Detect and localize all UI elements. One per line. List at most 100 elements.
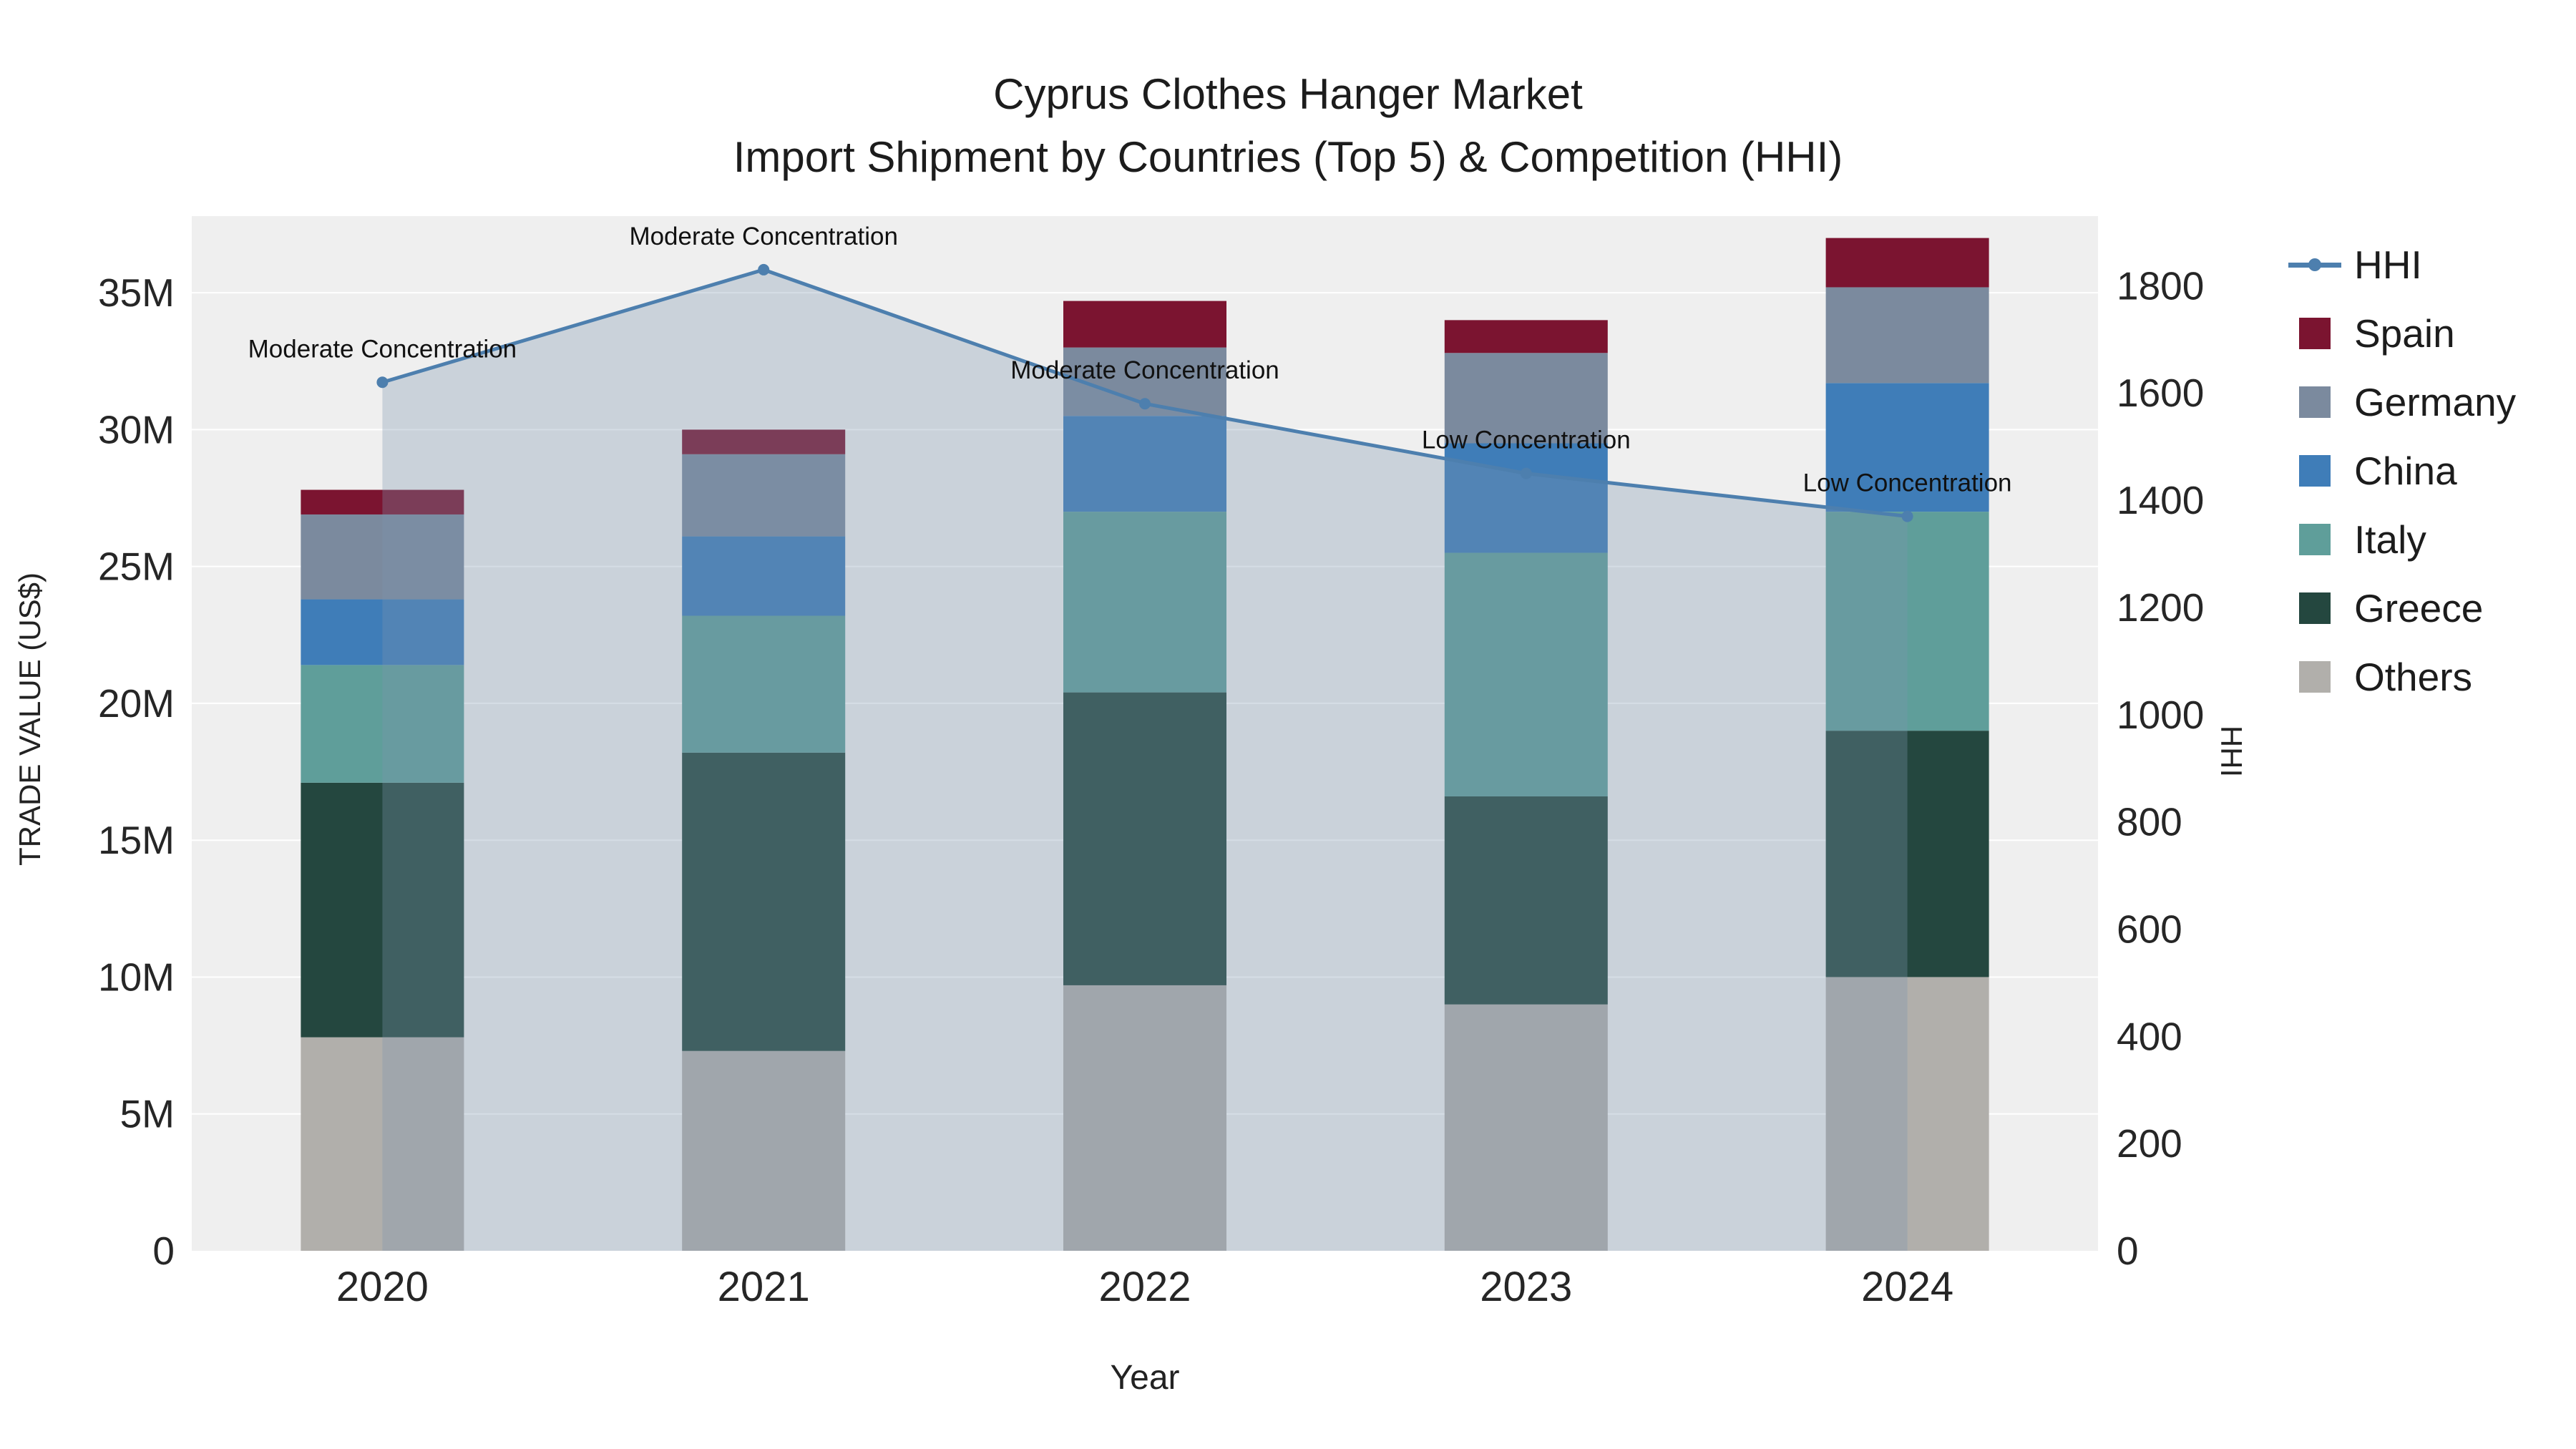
hhi-point-2022 [1139, 398, 1151, 410]
y2-axis-tick-label: 600 [2117, 907, 2182, 951]
bar-segment-greece-2023 [1444, 796, 1608, 1005]
legend-item-label: Others [2354, 655, 2473, 699]
y-axis-tick-label: 25M [98, 545, 175, 589]
legend-swatch-icon [2288, 524, 2341, 555]
bar-segment-china-2022 [1063, 416, 1226, 512]
bar-segment-china-2021 [682, 536, 846, 616]
bar-segment-germany-2023 [1444, 353, 1608, 444]
bar-segment-china-2024 [1825, 383, 1989, 512]
y-axis-tick-label: 20M [98, 681, 175, 726]
bar-segment-others-2020 [301, 1037, 464, 1251]
y2-axis-tick-label: 1000 [2117, 693, 2204, 737]
legend-item-spain[interactable]: Spain [2288, 299, 2516, 368]
hhi-annotation: Low Concentration [1422, 426, 1631, 454]
y2-axis-tick-label: 800 [2117, 800, 2182, 844]
hhi-point-2020 [376, 376, 389, 389]
hhi-point-2021 [758, 263, 770, 275]
legend-item-hhi[interactable]: HHI [2288, 230, 2516, 299]
bar-segment-spain-2022 [1063, 301, 1226, 348]
y-axis-tick-label: 10M [98, 955, 175, 999]
hhi-annotation: Low Concentration [1803, 469, 2012, 497]
legend-item-label: HHI [2354, 243, 2422, 287]
chart-title-line2: Import Shipment by Countries (Top 5) & C… [733, 133, 1843, 181]
bar-segment-italy-2020 [301, 665, 464, 783]
bar-segment-others-2021 [682, 1050, 846, 1251]
legend-swatch-china [2299, 455, 2331, 487]
bar-segment-greece-2020 [301, 782, 464, 1038]
legend-line-icon [2288, 258, 2341, 271]
hhi-area [382, 269, 1908, 1252]
legend-swatch-others [2299, 661, 2331, 693]
legend-item-germany[interactable]: Germany [2288, 368, 2516, 436]
legend-swatch-icon [2288, 592, 2341, 624]
legend-swatch-icon [2288, 386, 2341, 418]
x-axis-tick-label: 2023 [1480, 1264, 1572, 1310]
y2-axis-title: HHI [2215, 725, 2248, 778]
chart-title-line1: Cyprus Clothes Hanger Market [993, 70, 1583, 118]
bar-segment-greece-2024 [1825, 731, 1989, 977]
legend-item-italy[interactable]: Italy [2288, 505, 2516, 574]
legend-swatch-icon [2288, 318, 2341, 349]
y-axis-title: TRADE VALUE (US$) [13, 572, 47, 866]
bar-segment-china-2023 [1444, 443, 1608, 553]
y-axis-tick-label: 15M [98, 818, 175, 862]
bar-segment-spain-2021 [682, 429, 846, 454]
bar-segment-china-2020 [301, 599, 464, 665]
y2-axis-tick-label: 1800 [2117, 263, 2204, 308]
legend-item-label: Spain [2354, 311, 2455, 356]
legend-item-others[interactable]: Others [2288, 643, 2516, 711]
legend-swatch-icon [2288, 661, 2341, 693]
bar-segment-italy-2024 [1825, 512, 1989, 731]
x-axis-tick-label: 2024 [1861, 1264, 1953, 1310]
legend-swatch-icon [2288, 455, 2341, 487]
bar-segment-germany-2020 [301, 514, 464, 600]
legend-item-greece[interactable]: Greece [2288, 574, 2516, 643]
legend: HHI Spain Germany China Italy Greece Others [2288, 230, 2516, 711]
legend-item-label: Germany [2354, 380, 2517, 424]
legend-line-marker [2308, 258, 2321, 271]
bar-segment-others-2024 [1825, 977, 1989, 1251]
legend-swatch-germany [2299, 386, 2331, 418]
legend-swatch-greece [2299, 592, 2331, 624]
bar-segment-spain-2024 [1825, 238, 1989, 288]
y2-axis-tick-label: 1600 [2117, 371, 2204, 415]
x-axis-tick-label: 2021 [718, 1264, 810, 1310]
x-axis-title: Year [1110, 1359, 1180, 1397]
bar-segment-italy-2023 [1444, 552, 1608, 796]
y-axis-tick-label: 35M [98, 270, 175, 315]
y-axis-tick-label: 0 [152, 1229, 175, 1273]
chart-title: Cyprus Clothes Hanger Market Import Ship… [0, 63, 2576, 189]
legend-item-label: Italy [2354, 517, 2426, 562]
hhi-annotation: Moderate Concentration [629, 223, 898, 250]
hhi-point-2024 [1901, 510, 1913, 522]
hhi-annotation: Moderate Concentration [1010, 356, 1279, 384]
y2-axis-tick-label: 1200 [2117, 585, 2204, 630]
y-axis-tick-label: 30M [98, 407, 175, 452]
hhi-point-2023 [1520, 467, 1532, 479]
y2-axis-tick-label: 400 [2117, 1014, 2182, 1058]
y2-axis-tick-label: 1400 [2117, 478, 2204, 522]
bar-segment-greece-2022 [1063, 692, 1226, 985]
bar-segment-others-2022 [1063, 985, 1226, 1251]
bar-segment-spain-2023 [1444, 320, 1608, 353]
bar-segment-greece-2021 [682, 752, 846, 1051]
hhi-annotation: Moderate Concentration [248, 335, 517, 363]
bar-segment-italy-2021 [682, 615, 846, 753]
bar-segment-others-2023 [1444, 1004, 1608, 1251]
bar-segment-germany-2021 [682, 454, 846, 537]
x-axis-tick-label: 2020 [336, 1264, 429, 1310]
legend-item-china[interactable]: China [2288, 436, 2516, 505]
legend-swatch-italy [2299, 524, 2331, 555]
y2-axis-tick-label: 0 [2117, 1229, 2139, 1273]
y2-axis-tick-label: 200 [2117, 1121, 2182, 1166]
legend-item-label: Greece [2354, 586, 2484, 630]
x-axis-tick-label: 2022 [1098, 1264, 1191, 1310]
bar-segment-italy-2022 [1063, 512, 1226, 693]
y-axis-tick-label: 5M [120, 1092, 175, 1136]
bar-segment-germany-2024 [1825, 287, 1989, 384]
bar-segment-spain-2020 [301, 489, 464, 514]
legend-swatch-spain [2299, 318, 2331, 349]
legend-item-label: China [2354, 449, 2457, 493]
